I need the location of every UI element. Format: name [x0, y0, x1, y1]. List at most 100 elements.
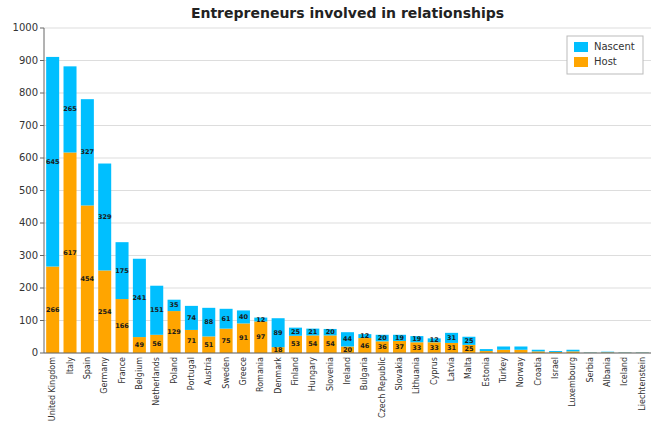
x-tick-label: Netherlands [152, 357, 161, 406]
x-tick-label: Malta [464, 357, 473, 379]
y-tick-label: 200 [19, 282, 38, 293]
bar-segment [341, 347, 354, 354]
data-label: 49 [135, 341, 145, 349]
bar-segment [410, 342, 423, 353]
y-tick-label: 400 [19, 217, 38, 228]
bar-segment [462, 337, 475, 345]
y-tick [40, 93, 44, 94]
grid-line [44, 353, 651, 354]
x-tick-label: Spain [83, 357, 92, 379]
x-tick-label: Ireland [343, 357, 352, 385]
x-tick-label: Germany [100, 357, 109, 394]
x-tick-label: United Kingdom [48, 357, 57, 421]
x-tick-label: Albania [603, 357, 612, 387]
data-label: 241 [133, 294, 147, 302]
y-tick-label: 700 [19, 120, 38, 131]
data-label: 75 [222, 337, 232, 345]
grid-line [44, 223, 651, 224]
grid-line [44, 28, 651, 29]
bars [46, 57, 649, 353]
data-label: 71 [187, 337, 197, 345]
y-tick [40, 28, 44, 29]
bar-segment [133, 337, 146, 353]
bar-segment [393, 335, 406, 341]
bar-segment [202, 336, 215, 353]
x-tick-label: Serbia [586, 357, 595, 383]
data-label: 44 [343, 335, 353, 343]
data-label: 19 [395, 334, 405, 342]
x-tick-label: Luxembourg [568, 357, 577, 407]
bar-segment [549, 351, 562, 353]
bar-segment [185, 330, 198, 353]
data-label: 51 [204, 341, 214, 349]
x-tick-label: Israel [551, 357, 560, 379]
data-label: 25 [291, 328, 301, 336]
data-labels: 2666174542541664956129715175919718535454… [46, 105, 474, 354]
x-tick-label: Finland [291, 357, 300, 386]
data-label: 329 [98, 213, 112, 221]
x-tick-label: Slovakia [395, 357, 404, 391]
bar-segment [514, 347, 527, 350]
x-tick-label: Iceland [620, 357, 629, 386]
chart-title: Entrepreneurs involved in relationships [191, 5, 504, 21]
x-axis-line [44, 353, 651, 354]
bar-segment [202, 308, 215, 337]
legend-box [567, 36, 643, 74]
bar-segment [81, 99, 94, 205]
data-label: 12 [256, 316, 265, 324]
y-tick [40, 158, 44, 159]
y-tick-label: 800 [19, 87, 38, 98]
data-label: 21 [308, 328, 318, 336]
bar-segment [116, 242, 129, 299]
legend-swatch [574, 42, 588, 52]
bar-segment [46, 57, 59, 267]
x-tick-label: Belgium [135, 357, 144, 390]
x-tick-label: Romania [256, 357, 265, 392]
data-label: 20 [326, 328, 336, 336]
chart-container: Entrepreneurs involved in relationships0… [0, 0, 661, 425]
data-label: 645 [46, 158, 60, 166]
x-tick-label: Bulgaria [360, 357, 369, 390]
grid-line [44, 60, 651, 61]
bar-segment [237, 323, 250, 353]
bar-segment [358, 338, 371, 353]
bar-segment [254, 321, 267, 353]
x-tick-label: Norway [516, 357, 525, 388]
x-tick-label: Italy [66, 357, 75, 375]
x-tick-label: Cyprus [430, 357, 439, 385]
bar-segment [324, 335, 337, 353]
data-label: 91 [239, 334, 249, 342]
y-tick [40, 223, 44, 224]
bar-segment [289, 336, 302, 353]
y-tick [40, 320, 44, 321]
x-tick-label: Latvia [447, 357, 456, 381]
bar-segment [497, 347, 510, 350]
data-label: 89 [274, 329, 284, 337]
x-tick-label: Poland [170, 357, 179, 384]
x-tick-label: Liechtenstein [638, 357, 647, 411]
x-tick-label: Estonia [482, 357, 491, 387]
data-label: 12 [430, 336, 439, 344]
y-tick-label: 900 [19, 55, 38, 66]
y-tick-label: 1000 [13, 22, 38, 33]
y-tick [40, 125, 44, 126]
bar-segment [64, 152, 77, 353]
data-label: 33 [412, 344, 421, 352]
x-tick-label: Greece [239, 357, 248, 386]
data-label: 25 [464, 337, 474, 345]
x-tick-label: Lithuania [412, 357, 421, 394]
data-label: 129 [167, 328, 181, 336]
y-tick [40, 60, 44, 61]
data-label: 265 [63, 105, 77, 113]
bar-segment [532, 350, 545, 352]
data-label: 88 [204, 318, 214, 326]
x-tick-label: Turkey [499, 357, 508, 384]
legend: NascentHost [567, 36, 643, 74]
grid-line [44, 190, 651, 191]
chart-svg: Entrepreneurs involved in relationships0… [0, 0, 661, 425]
bar-segment [376, 341, 389, 353]
x-tick-label: Denmark [274, 357, 283, 394]
data-label: 31 [447, 334, 457, 342]
bar-segment [272, 318, 285, 347]
bar-segment [480, 349, 493, 351]
